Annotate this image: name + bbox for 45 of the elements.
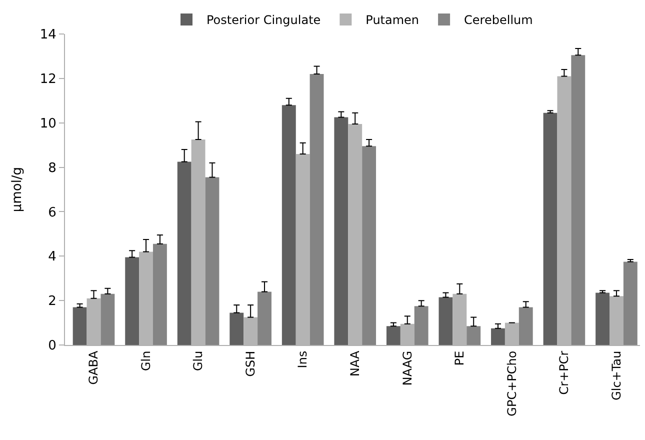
bar (438, 297, 453, 345)
x-tick-label: GSH (243, 350, 258, 377)
bar (125, 257, 140, 345)
x-tick-label: NAAG (400, 350, 414, 386)
y-tick-label: 10 (40, 116, 56, 132)
x-tick-label: Glc+Tau (609, 350, 624, 400)
y-tick-label: 0 (48, 338, 56, 354)
bar (334, 117, 348, 345)
bar (596, 292, 610, 345)
bar (72, 307, 87, 345)
bar (362, 146, 376, 345)
bar (205, 177, 220, 345)
x-tick-label: GPC+PCho (504, 350, 519, 416)
x-tick-label: Glu (191, 350, 206, 372)
y-tick-label: 4 (48, 250, 56, 265)
bar (230, 312, 244, 345)
y-tick-label: 12 (40, 72, 56, 87)
y-tick-label: 2 (48, 294, 56, 310)
x-tick-label: GABA (86, 350, 101, 385)
x-tick-label: Ins (296, 350, 310, 368)
bar (571, 55, 586, 345)
bar (414, 306, 428, 345)
bar (310, 74, 324, 345)
bar (386, 326, 400, 345)
bar (100, 294, 115, 345)
y-axis-title: µmol/g (10, 166, 25, 212)
bar (152, 244, 167, 345)
legend-label: Putamen (366, 13, 420, 28)
bar (543, 112, 558, 345)
y-tick-label: 14 (40, 28, 56, 43)
bar (491, 328, 505, 345)
x-tick-label: NAA (348, 350, 362, 377)
x-tick-label: Gln (138, 350, 153, 372)
bar (466, 326, 481, 345)
bar (258, 292, 272, 345)
bar (518, 307, 533, 345)
y-tick-label: 8 (48, 160, 56, 176)
legend-label: Cerebellum (464, 13, 533, 28)
legend-label: Posterior Cingulate (206, 13, 321, 28)
x-tick-label: Cr+PCr (557, 350, 572, 395)
y-tick-label: 6 (48, 205, 56, 220)
bar (623, 262, 638, 345)
bar (177, 162, 192, 345)
x-tick-label: PE (452, 350, 467, 366)
bar (282, 105, 296, 345)
